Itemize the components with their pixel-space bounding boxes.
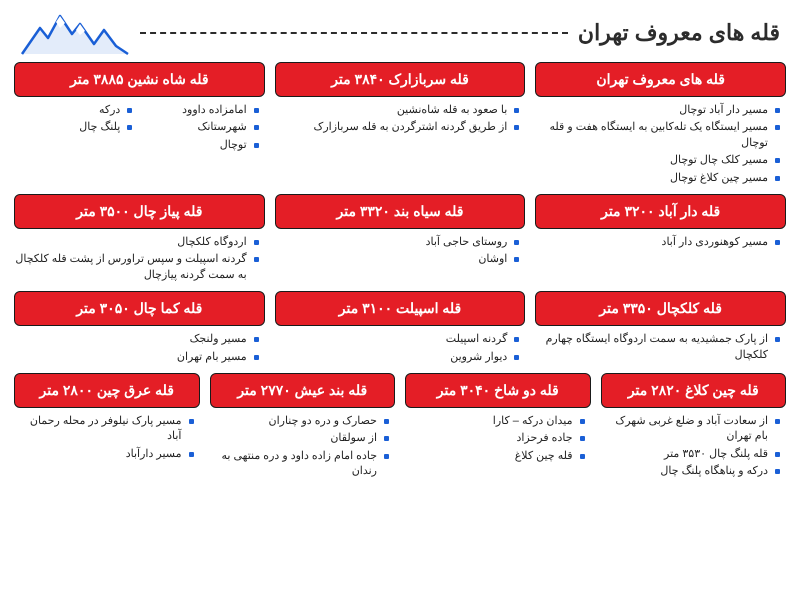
- route-list: با صعود به قله شاه‌نشین از طریق گردنه اشت…: [275, 101, 526, 136]
- route-item: قله پلنگ چال ۳۵۳۰ متر: [601, 447, 781, 462]
- route-item: مسیر دار آباد توچال: [535, 103, 780, 118]
- card-row: قله چین کلاغ ۲۸۲۰ متر از سعادت آباد و ضلع…: [14, 373, 786, 480]
- route-list: اردوگاه کلکچال گردنه اسپیلت و سپس تراورس …: [14, 233, 265, 283]
- route-item: امامزاده داوود: [140, 103, 258, 118]
- route-item: مسیر بام تهران: [14, 350, 259, 365]
- route-item: پلنگ چال: [14, 120, 132, 135]
- card-header: قله اسپیلت ۳۱۰۰ متر: [275, 291, 526, 326]
- card-row: قله دار آباد ۳۲۰۰ متر مسیر کوهنوردی دار آ…: [14, 194, 786, 283]
- peak-card: قله چین کلاغ ۲۸۲۰ متر از سعادت آباد و ضلع…: [601, 373, 787, 480]
- route-item: میدان درکه – کارا: [405, 414, 585, 429]
- route-list: مسیر ولنجک مسیر بام تهران: [14, 330, 265, 365]
- route-item: قله چین کلاغ: [405, 449, 585, 464]
- card-header: قله پیاز چال ۳۵۰۰ متر: [14, 194, 265, 229]
- card-header: قله شاه نشین ۳۸۸۵ متر: [14, 62, 265, 97]
- card-header: قله دار آباد ۳۲۰۰ متر: [535, 194, 786, 229]
- card-header: قله کما چال ۳۰۵۰ متر: [14, 291, 265, 326]
- route-item: دیوار شروین: [275, 350, 520, 365]
- route-item: توچال: [140, 138, 258, 153]
- card-header: قله سیاه بند ۳۳۲۰ متر: [275, 194, 526, 229]
- route-list: مسیر کوهنوردی دار آباد: [535, 233, 786, 250]
- route-item: از پارک جمشیدیه به سمت اردوگاه ایستگاه چ…: [535, 332, 780, 363]
- route-item: حصارک و دره دو چناران: [210, 414, 390, 429]
- peak-card: قله شاه نشین ۳۸۸۵ متر امامزاده داوود درکه ش…: [14, 62, 265, 186]
- route-item: از طریق گردنه اشترگردن به قله سربازارک: [275, 120, 520, 135]
- peak-card: قله اسپیلت ۳۱۰۰ متر گردنه اسپیلت دیوار شرو…: [275, 291, 526, 365]
- card-row: قله های معروف تهرانمسیر دار آباد توچالمس…: [14, 62, 786, 186]
- route-list: از سعادت آباد و ضلع غربی شهرک بام تهران ق…: [601, 412, 787, 480]
- peak-card: قله کما چال ۳۰۵۰ متر مسیر ولنجک مسیر بام ت…: [14, 291, 265, 365]
- route-list: از پارک جمشیدیه به سمت اردوگاه ایستگاه چ…: [535, 330, 786, 363]
- content-grid: قله های معروف تهرانمسیر دار آباد توچالمس…: [0, 62, 800, 489]
- peak-card: قله کلکچال ۳۳۵۰ متر از پارک جمشیدیه به سم…: [535, 291, 786, 365]
- route-item: گردنه اسپیلت و سپس تراورس از پشت قله کلک…: [14, 252, 259, 283]
- peak-card: قله دار آباد ۳۲۰۰ متر مسیر کوهنوردی دار آ…: [535, 194, 786, 283]
- route-item: گردنه اسپیلت: [275, 332, 520, 347]
- route-list: حصارک و دره دو چناران از سولقان جاده امام …: [210, 412, 396, 480]
- peak-card: قله بند عیش ۲۷۷۰ متر حصارک و دره دو چنارا…: [210, 373, 396, 480]
- card-header: قله بند عیش ۲۷۷۰ متر: [210, 373, 396, 408]
- route-item: شهرستانک: [140, 120, 258, 135]
- route-item: روستای حاجی آباد: [275, 235, 520, 250]
- mountain-icon: [20, 10, 130, 56]
- route-item: جاده امام زاده داود و دره منتهی به رندان: [210, 449, 390, 480]
- page-title: قله های معروف تهران: [578, 20, 780, 46]
- peak-card: قله سیاه بند ۳۳۲۰ متر روستای حاجی آباد اوش…: [275, 194, 526, 283]
- route-item: مسیر چین کلاغ توچال: [535, 171, 780, 186]
- card-header: قله چین کلاغ ۲۸۲۰ متر: [601, 373, 787, 408]
- route-list: مسیر دار آباد توچال مسیر ایستگاه یک تله‌ک…: [535, 101, 786, 186]
- card-header: قله های معروف تهران: [535, 62, 786, 97]
- route-item: درکه: [14, 103, 132, 118]
- route-list: میدان درکه – کارا جاده فرحزاد قله چین کلاغ: [405, 412, 591, 464]
- route-item: جاده فرحزاد: [405, 431, 585, 446]
- route-item: مسیر ولنجک: [14, 332, 259, 347]
- route-item: از سولقان: [210, 431, 390, 446]
- peak-card: قله دو شاخ ۳۰۴۰ متر میدان درکه – کارا جاده…: [405, 373, 591, 480]
- route-item: مسیر پارک نیلوفر در محله رحمان آباد: [14, 414, 194, 445]
- route-item: مسیر دارآباد: [14, 447, 194, 462]
- card-header: قله دو شاخ ۳۰۴۰ متر: [405, 373, 591, 408]
- route-item: از سعادت آباد و ضلع غربی شهرک بام تهران: [601, 414, 781, 445]
- peak-card: قله های معروف تهرانمسیر دار آباد توچالمس…: [535, 62, 786, 186]
- peak-card: قله سربازارک ۳۸۴۰ متر با صعود به قله شاه‌…: [275, 62, 526, 186]
- route-item: اردوگاه کلکچال: [14, 235, 259, 250]
- route-item: درکه و پناهگاه پلنگ چال: [601, 464, 781, 479]
- card-header: قله سربازارک ۳۸۴۰ متر: [275, 62, 526, 97]
- route-list: گردنه اسپیلت دیوار شروین: [275, 330, 526, 365]
- card-row: قله کلکچال ۳۳۵۰ متر از پارک جمشیدیه به سم…: [14, 291, 786, 365]
- divider: [140, 32, 568, 34]
- header: قله های معروف تهران: [0, 0, 800, 62]
- route-item: اوشان: [275, 252, 520, 267]
- route-item: با صعود به قله شاه‌نشین: [275, 103, 520, 118]
- card-header: قله کلکچال ۳۳۵۰ متر: [535, 291, 786, 326]
- route-list: مسیر پارک نیلوفر در محله رحمان آباد مسیر …: [14, 412, 200, 462]
- card-header: قله عرق چین ۲۸۰۰ متر: [14, 373, 200, 408]
- route-list: امامزاده داوود درکه شهرستانک پلنگ چال توچال: [14, 101, 265, 153]
- route-item: مسیر کلک چال توچال: [535, 153, 780, 168]
- peak-card: قله عرق چین ۲۸۰۰ متر مسیر پارک نیلوفر در …: [14, 373, 200, 480]
- route-item: مسیر ایستگاه یک تله‌کابین به ایستگاه هفت…: [535, 120, 780, 151]
- peak-card: قله پیاز چال ۳۵۰۰ متر اردوگاه کلکچال گردنه…: [14, 194, 265, 283]
- route-list: روستای حاجی آباد اوشان: [275, 233, 526, 268]
- route-item: مسیر کوهنوردی دار آباد: [535, 235, 780, 250]
